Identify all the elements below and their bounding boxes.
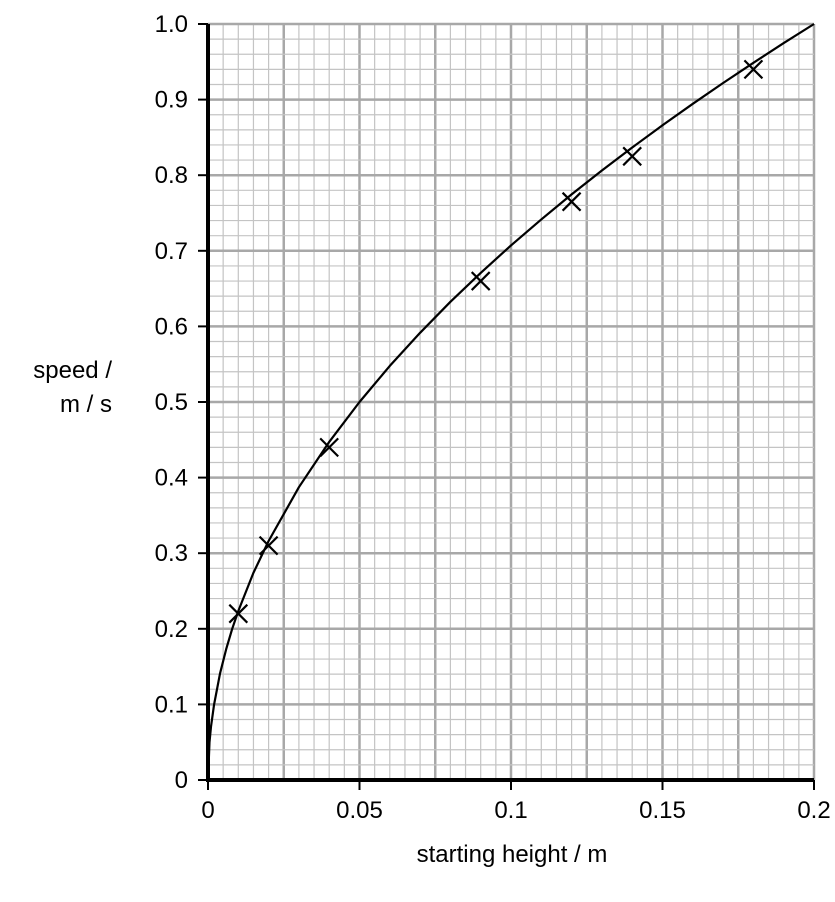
x-tick-label: 0.2 — [797, 797, 830, 824]
x-tick-label: 0 — [201, 797, 214, 824]
data-points — [228, 59, 764, 624]
cross-stroke — [622, 146, 642, 167]
x-tick-label: 0.1 — [494, 797, 527, 824]
y-tick-label: 0.4 — [155, 465, 188, 492]
y-tick-label: 0.5 — [155, 389, 188, 416]
data-point-cross — [622, 146, 642, 167]
y-axis-title-line-2: m / s — [60, 391, 112, 418]
data-point-cross — [561, 191, 582, 212]
cross-stroke — [470, 271, 491, 291]
cross-stroke — [258, 535, 279, 556]
x-axis-title: starting height / m — [417, 841, 608, 868]
data-point-cross — [743, 59, 764, 80]
y-tick-label: 0.3 — [155, 540, 188, 567]
y-tick-label: 0.1 — [155, 691, 188, 718]
best-fit-curve — [206, 23, 815, 781]
cross-stroke — [228, 603, 249, 624]
cross-stroke — [319, 437, 339, 458]
y-tick-label: 0 — [175, 767, 188, 794]
data-point-cross — [470, 271, 491, 291]
cross-stroke — [561, 191, 582, 212]
data-point-cross — [258, 535, 279, 556]
y-tick-label: 0.7 — [155, 238, 188, 265]
x-tick-label: 0.15 — [639, 797, 686, 824]
cross-stroke — [743, 59, 764, 80]
y-tick-label: 1.0 — [155, 11, 188, 38]
data-point-cross — [319, 437, 339, 458]
ticks: 0 0.05 0.1 0.15 0.2 0 0.1 0.2 0.3 0.4 0.5 0.6 0.7 0.8… — [155, 11, 831, 824]
y-tick-label: 0.8 — [155, 162, 188, 189]
data-point-cross — [228, 603, 249, 624]
y-tick-label: 0.9 — [155, 87, 188, 114]
y-axis-title-line-1: speed / — [33, 357, 112, 384]
grid — [208, 22, 816, 780]
y-tick-label: 0.6 — [155, 313, 188, 340]
x-tick-label: 0.05 — [336, 797, 383, 824]
curve-layer — [206, 23, 815, 781]
y-tick-label: 0.2 — [155, 616, 188, 643]
